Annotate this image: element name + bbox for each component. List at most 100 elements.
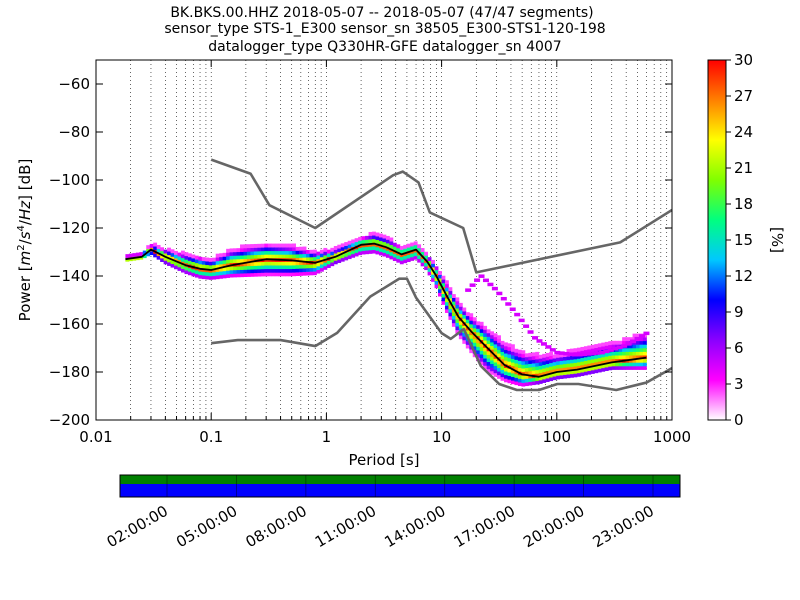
density-cell bbox=[281, 247, 286, 252]
density-outlier-cell bbox=[540, 342, 547, 346]
density-cell bbox=[476, 350, 481, 355]
density-cell bbox=[212, 257, 217, 262]
density-cell bbox=[417, 255, 422, 259]
density-cell bbox=[542, 364, 547, 369]
density-cell bbox=[205, 275, 210, 280]
density-cell bbox=[472, 317, 477, 322]
density-cell bbox=[260, 243, 265, 248]
density-cell bbox=[441, 300, 446, 305]
density-cell bbox=[639, 348, 644, 352]
density-cell bbox=[299, 246, 303, 251]
density-cell bbox=[639, 337, 644, 342]
density-cell bbox=[504, 371, 508, 376]
density-cell bbox=[326, 253, 331, 258]
density-cell bbox=[174, 265, 178, 270]
density-outlier-cell bbox=[536, 339, 543, 343]
density-cell bbox=[309, 249, 314, 254]
y-tick-label: −100 bbox=[49, 171, 90, 189]
density-cell bbox=[559, 371, 564, 376]
density-cell bbox=[163, 256, 168, 261]
segments-tick-label: 05:00:00 bbox=[173, 502, 240, 551]
density-cell bbox=[132, 253, 137, 258]
density-cell bbox=[597, 343, 602, 348]
density-cell bbox=[528, 363, 533, 368]
density-cell bbox=[302, 260, 307, 265]
density-cell bbox=[180, 268, 185, 273]
density-cell bbox=[212, 275, 217, 280]
density-cell bbox=[243, 269, 248, 274]
density-cell bbox=[538, 361, 543, 366]
density-cell bbox=[504, 342, 508, 347]
density-outlier-cell bbox=[576, 352, 583, 357]
density-cell bbox=[326, 260, 331, 265]
density-cell bbox=[372, 246, 376, 250]
density-cell bbox=[521, 368, 526, 373]
density-cell bbox=[636, 358, 640, 363]
density-cell bbox=[441, 282, 446, 287]
density-cell bbox=[198, 260, 203, 265]
density-outlier-cell bbox=[630, 339, 637, 344]
density-cell bbox=[306, 253, 310, 258]
density-cell bbox=[302, 246, 307, 251]
density-cell bbox=[622, 366, 627, 370]
density-cell bbox=[570, 370, 574, 375]
density-cell bbox=[125, 254, 130, 259]
density-cell bbox=[462, 325, 467, 330]
density-cell bbox=[212, 272, 217, 276]
density-cell bbox=[236, 258, 241, 263]
density-cell bbox=[309, 257, 314, 261]
density-cell bbox=[208, 257, 213, 262]
density-cell bbox=[222, 263, 227, 268]
density-cell bbox=[479, 361, 484, 366]
density-cell bbox=[597, 364, 602, 369]
density-cell bbox=[417, 244, 422, 249]
density-cell bbox=[570, 363, 574, 367]
density-cell bbox=[302, 271, 307, 276]
density-cell bbox=[448, 294, 453, 299]
density-cell bbox=[441, 275, 446, 280]
density-cell bbox=[250, 254, 255, 259]
density-cell bbox=[323, 247, 328, 252]
density-cell bbox=[201, 275, 206, 280]
density-cell bbox=[264, 268, 269, 273]
density-cell bbox=[340, 254, 345, 259]
density-cell bbox=[632, 366, 637, 370]
density-outlier-cell bbox=[558, 351, 565, 355]
y-axis-label-m: m bbox=[16, 251, 34, 266]
density-cell bbox=[576, 347, 581, 352]
density-cell bbox=[253, 243, 258, 248]
density-cell bbox=[583, 371, 588, 376]
density-cell bbox=[517, 353, 522, 358]
density-cell bbox=[535, 351, 540, 356]
density-cell bbox=[250, 258, 255, 263]
density-cell bbox=[312, 264, 317, 268]
density-cell bbox=[524, 378, 529, 383]
density-cell bbox=[302, 257, 307, 262]
density-cell bbox=[222, 252, 227, 257]
density-cell bbox=[549, 377, 554, 382]
density-cell bbox=[455, 301, 460, 305]
density-cell bbox=[514, 366, 519, 371]
density-cell bbox=[504, 353, 508, 358]
density-cell bbox=[639, 358, 644, 363]
density-cell bbox=[639, 344, 644, 349]
density-cell bbox=[521, 357, 526, 362]
density-cell bbox=[469, 331, 474, 336]
density-cell bbox=[212, 264, 217, 269]
density-outlier-cell bbox=[505, 302, 512, 306]
density-cell bbox=[642, 351, 647, 356]
density-cell bbox=[583, 349, 588, 354]
density-cell bbox=[500, 362, 505, 367]
density-cell bbox=[219, 267, 224, 272]
density-cell bbox=[504, 378, 508, 383]
density-cell bbox=[493, 340, 498, 345]
density-cell bbox=[260, 261, 265, 266]
density-cell bbox=[368, 231, 373, 236]
density-cell bbox=[302, 268, 307, 273]
density-cell bbox=[587, 363, 592, 368]
density-cell bbox=[629, 337, 633, 342]
density-cell bbox=[267, 247, 272, 252]
density-cell bbox=[312, 267, 317, 272]
density-cell bbox=[431, 259, 435, 264]
